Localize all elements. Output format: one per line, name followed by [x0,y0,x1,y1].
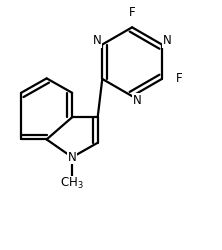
Text: F: F [176,72,183,86]
Text: N: N [163,34,171,47]
Text: N: N [93,34,102,47]
Text: F: F [129,6,135,20]
Text: N: N [133,94,141,107]
Text: CH$_3$: CH$_3$ [60,176,84,192]
Text: N: N [68,151,77,164]
